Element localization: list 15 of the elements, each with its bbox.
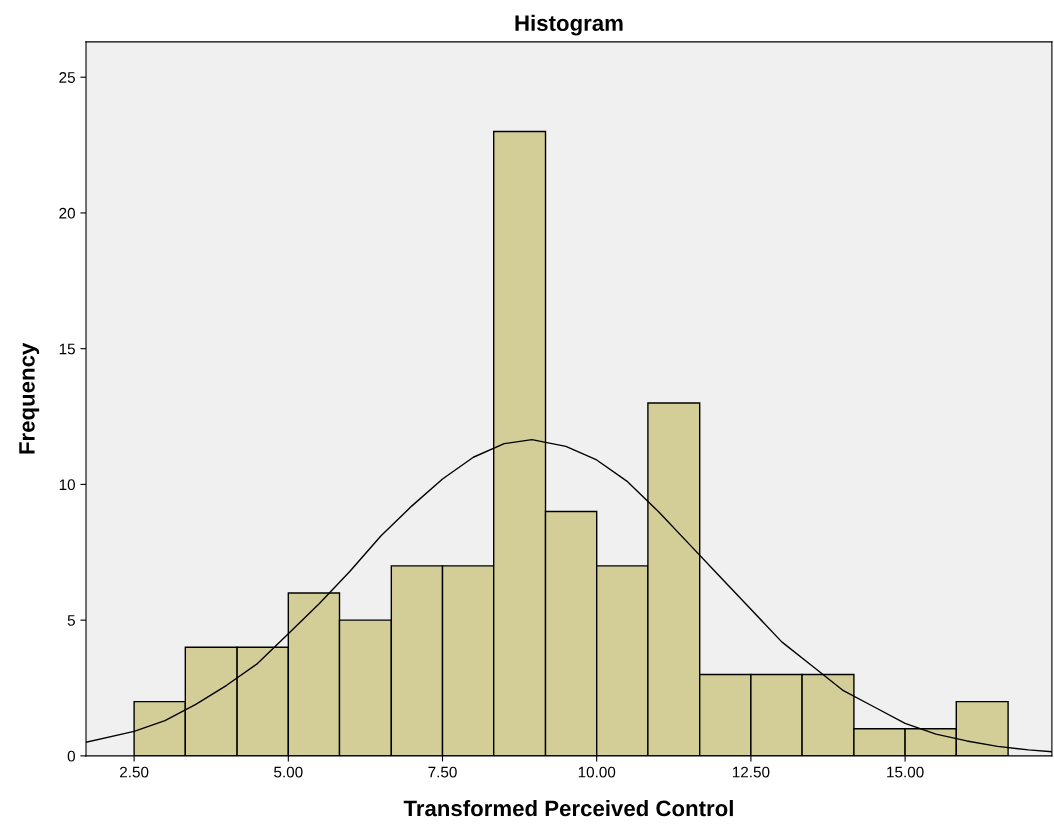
chart-title: Histogram [515,14,623,36]
x-tick-label: 5.00 [274,766,303,778]
y-tick-label: 20 [59,207,75,219]
x-tick-label: 15.00 [887,766,924,778]
x-tick-label: 10.00 [578,766,616,778]
y-tick-label: 15 [59,343,75,355]
y-tick-label: 5 [67,615,75,626]
y-tick-label: 10 [59,479,75,491]
x-axis-title: Transformed Perceived Control [403,799,733,817]
x-tick-label: 7.50 [428,766,457,778]
y-tick-label: 25 [59,72,75,83]
x-tick-label: 2.50 [120,766,149,778]
y-axis-title: Frequency [19,342,40,454]
y-tick-label: 0 [67,750,75,762]
x-tick-label: 12.50 [732,766,770,778]
